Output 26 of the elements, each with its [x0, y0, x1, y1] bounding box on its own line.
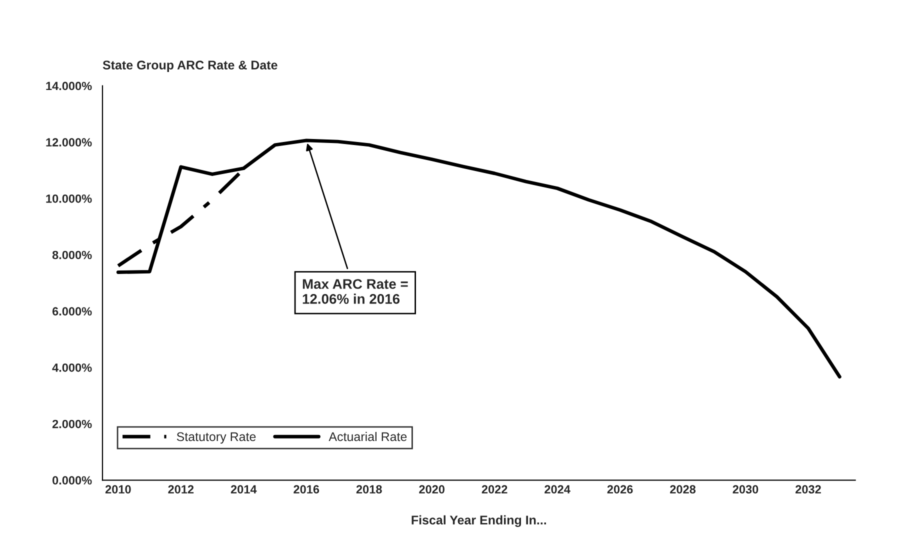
legend-label: Statutory Rate — [176, 432, 256, 444]
y-tick-label: 6.000% — [52, 307, 92, 316]
y-tick-label: 12.000% — [46, 138, 92, 147]
x-tick-label: 2032 — [796, 485, 821, 494]
legend-label: Actuarial Rate — [328, 432, 407, 442]
x-tick-label: 2030 — [732, 485, 758, 494]
y-tick-label: 2.000% — [52, 420, 92, 428]
x-tick-label: 2022 — [482, 485, 508, 494]
y-tick-label: 10.000% — [46, 194, 92, 203]
x-tick-label: 2014 — [230, 485, 257, 494]
y-tick-label: 0.000% — [52, 476, 92, 485]
x-tick-label: 2024 — [544, 485, 570, 494]
x-tick-label: 2028 — [670, 485, 696, 494]
x-axis-title: Fiscal Year Ending In... — [412, 515, 546, 528]
x-tick-label: 2016 — [294, 485, 320, 494]
x-tick-label: 2026 — [607, 485, 633, 494]
line-series — [116, 138, 842, 378]
x-tick-label: 2020 — [419, 485, 444, 494]
y-tick-label: 14.000% — [46, 82, 92, 90]
y-tick-label: 4.000% — [52, 363, 92, 372]
x-tick-label: 2012 — [168, 485, 194, 494]
x-tick-label: 2010 — [105, 485, 131, 494]
y-tick-label: 8.000% — [52, 250, 92, 260]
chart-title: State Group ARC Rate & Date — [102, 60, 278, 72]
x-tick-label: 2018 — [356, 485, 382, 494]
annotation: Max ARC Rate = 12.06% in 2016 — [302, 279, 408, 304]
